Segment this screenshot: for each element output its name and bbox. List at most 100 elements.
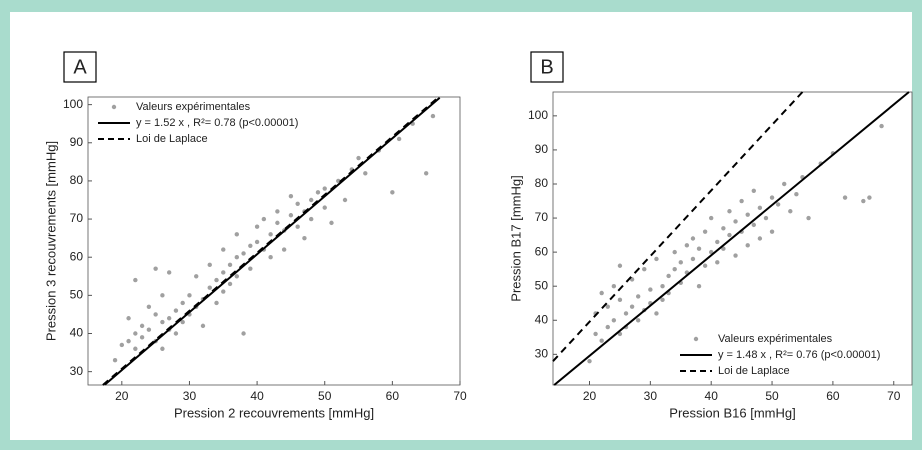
data-point xyxy=(166,270,172,275)
x-tick-label: 70 xyxy=(453,389,467,403)
data-point xyxy=(648,287,653,292)
x-tick-label: 20 xyxy=(115,389,129,403)
data-point xyxy=(611,318,617,323)
data-point xyxy=(153,266,158,271)
data-point xyxy=(356,155,361,161)
y-tick-label: 90 xyxy=(535,142,549,156)
y-tick-label: 70 xyxy=(70,211,84,225)
data-point xyxy=(126,316,131,321)
data-point xyxy=(672,266,677,272)
data-point xyxy=(241,251,246,256)
reference-line xyxy=(104,97,441,386)
data-point xyxy=(623,311,629,316)
data-point xyxy=(254,239,260,245)
data-point xyxy=(173,308,179,313)
data-point xyxy=(315,190,321,195)
data-point xyxy=(794,192,799,197)
data-point xyxy=(160,319,165,325)
data-point xyxy=(112,358,118,363)
data-point xyxy=(248,243,253,248)
data-point xyxy=(221,289,226,294)
x-tick-label: 50 xyxy=(318,389,332,403)
reference-line xyxy=(102,96,440,386)
x-tick-label: 60 xyxy=(386,389,400,403)
y-tick-label: 100 xyxy=(528,108,548,122)
data-point xyxy=(342,197,348,203)
data-point xyxy=(635,318,641,323)
data-point xyxy=(221,247,226,252)
x-axis-label: Pression 2 recouvrements [mmHg] xyxy=(174,405,374,420)
data-point xyxy=(867,195,872,200)
data-point xyxy=(721,226,726,231)
data-point xyxy=(715,260,720,265)
plot-area xyxy=(87,96,461,386)
data-point xyxy=(727,232,732,238)
data-point xyxy=(605,324,610,330)
x-tick-label: 20 xyxy=(583,389,597,403)
data-point xyxy=(587,358,592,364)
data-point xyxy=(690,236,696,241)
y-tick-label: 30 xyxy=(535,347,549,361)
data-point xyxy=(745,212,750,217)
data-point xyxy=(295,201,300,207)
y-tick-label: 50 xyxy=(535,278,549,292)
y-tick-label: 30 xyxy=(70,364,84,378)
data-point xyxy=(654,311,659,316)
data-point xyxy=(187,293,192,298)
data-point xyxy=(696,283,702,289)
legend-label: Valeurs expérimentales xyxy=(718,333,833,345)
data-point xyxy=(133,277,138,283)
data-point xyxy=(654,256,659,262)
data-point xyxy=(227,262,233,268)
data-point xyxy=(684,243,690,248)
data-point xyxy=(268,255,273,260)
data-point xyxy=(322,186,327,191)
legend-label: Valeurs expérimentales xyxy=(136,101,251,113)
panel-label: B xyxy=(540,56,553,78)
data-point xyxy=(336,178,341,184)
data-point xyxy=(180,319,185,325)
data-point xyxy=(629,304,635,309)
reference-line xyxy=(552,91,804,362)
data-point xyxy=(617,263,623,268)
y-tick-label: 40 xyxy=(70,326,84,340)
data-point xyxy=(322,205,327,210)
y-tick-label: 80 xyxy=(70,173,84,187)
data-point xyxy=(757,236,763,241)
x-tick-label: 40 xyxy=(705,389,719,403)
legend-label: y = 1.52 x , R²= 0.78 (p<0.00001) xyxy=(136,117,298,129)
data-point xyxy=(309,197,314,203)
legend-label: Loi de Laplace xyxy=(718,365,790,377)
data-point xyxy=(133,331,138,336)
legend-label: y = 1.48 x , R²= 0.76 (p<0.00001) xyxy=(718,349,880,361)
y-tick-label: 60 xyxy=(70,249,84,263)
data-point xyxy=(207,262,212,268)
data-point xyxy=(727,209,732,214)
data-point xyxy=(207,285,212,290)
x-tick-label: 30 xyxy=(183,389,197,403)
data-point xyxy=(234,255,239,260)
data-point xyxy=(751,222,756,228)
data-point xyxy=(363,171,368,176)
y-axis-label: Pression B17 [mmHg] xyxy=(508,175,523,301)
y-tick-label: 50 xyxy=(70,288,84,302)
x-tick-label: 70 xyxy=(887,389,901,403)
data-point xyxy=(146,304,152,310)
data-point xyxy=(295,224,300,229)
data-point xyxy=(721,246,726,251)
data-point xyxy=(180,300,185,306)
data-point xyxy=(861,198,866,204)
data-point xyxy=(194,274,199,279)
y-tick-label: 70 xyxy=(535,210,549,224)
y-tick-label: 40 xyxy=(535,312,549,326)
data-point xyxy=(234,274,239,279)
data-point xyxy=(672,249,677,255)
data-point xyxy=(678,260,683,265)
data-point xyxy=(390,190,395,195)
data-point xyxy=(430,113,436,119)
data-point xyxy=(690,256,696,262)
data-point xyxy=(241,331,246,336)
x-tick-label: 30 xyxy=(644,389,658,403)
